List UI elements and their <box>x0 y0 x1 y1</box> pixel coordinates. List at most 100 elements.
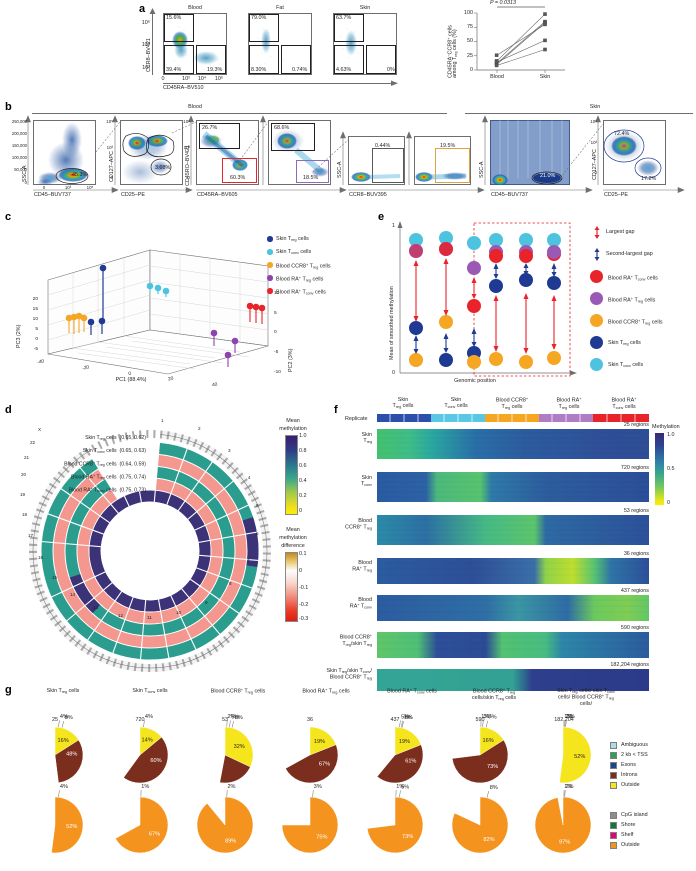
pie-cpg-3-slice-3[interactable] <box>281 796 339 854</box>
panel-c-ztick-1: -5 <box>274 350 279 355</box>
pie-cpg-6-label-0: 1% <box>564 784 572 790</box>
panel-e-ylabel: Mean of smoothed methylation <box>389 286 395 360</box>
pie-genomic-0-label-4: 16% <box>57 738 68 744</box>
panel-d-row-label-2: Blood CCR8+ Treg cells (0.64, 0.59) <box>64 461 146 468</box>
gate-a-blood-ll[interactable] <box>164 45 194 74</box>
pie-genomic-2-label-1: 2% <box>227 714 235 720</box>
pie-genomic-5-label-0: 7% <box>489 715 497 721</box>
panel-a-line-ytick-0: 100 <box>464 10 473 16</box>
pie-genomic-4-label-1: 5% <box>401 714 409 720</box>
legend-c-label-3: Blood RA+ Treg cells <box>276 275 324 283</box>
panel-g-coltitle-4: Blood RA+ Tconv cells <box>387 687 437 695</box>
legend-g-top-swatch-4 <box>610 782 617 789</box>
panel-c-ztick-0: -10 <box>274 370 281 375</box>
panel-c-ylabel: PC3 (2%) <box>16 325 22 348</box>
panel-b-p8-ytick-0: 10⁵ <box>590 119 597 124</box>
pie-cpg-5-label-2: 8% <box>490 785 498 791</box>
chrom-label-10: 10 <box>176 610 182 615</box>
pie-genomic-0-slice-4[interactable] <box>54 726 79 756</box>
chrom-label-12: 12 <box>118 613 124 618</box>
pie-cpg-2-slice-3[interactable] <box>196 796 254 854</box>
panel-b-xlabel-2: CD25–PE <box>121 192 145 198</box>
legend-g-top-swatch-0 <box>610 742 617 749</box>
panel-f-heatmaps <box>377 429 649 691</box>
flow-plot-b-3 <box>196 120 259 185</box>
panel-a-title-fat: Fat <box>276 5 284 11</box>
panel-g-coltitle-6: Skin Treg cells/ skin Tconv cells/ Blood … <box>557 688 615 708</box>
pie-cpg-4-label-0: 1% <box>396 784 404 790</box>
gate-label-a-fat-lr: 0.74% <box>292 67 308 73</box>
panel-f-regions-2: 53 regions <box>623 508 649 514</box>
panel-b-ylabel-8-text: CD127–APC <box>592 149 598 180</box>
pie-cpg-3-label-3: 75% <box>316 835 327 841</box>
gate-a-fat-ll[interactable] <box>249 45 279 74</box>
cb2-tick-0: 0.1 <box>299 551 307 557</box>
gate-b4-bottom[interactable] <box>296 160 329 183</box>
chrom-label-17: 17 <box>28 533 34 538</box>
pie-cpg-0-slice-3[interactable] <box>51 796 84 854</box>
pie-genomic-3-slice-4[interactable] <box>309 726 337 756</box>
gate-b3-bottom[interactable] <box>222 158 257 183</box>
pie-cpg-5-slice-3[interactable] <box>451 796 509 854</box>
chrom-label-7: 7 <box>247 558 250 563</box>
panel-g-count-1: 720 <box>135 717 145 723</box>
pie-genomic-5-slice-4[interactable] <box>479 726 504 756</box>
pie-genomic-6-slice-4[interactable] <box>559 726 592 784</box>
legend-g-top-label-2: Exons <box>621 762 636 768</box>
panel-f-regions-4: 437 regions <box>620 588 649 594</box>
pie-cpg-1-slice-3[interactable] <box>115 796 169 854</box>
gate-b3-top[interactable] <box>199 123 240 149</box>
panel-f-rowlabel-5: Blood CCR8+ Treg/skin Treg <box>339 633 372 647</box>
cb1-tick-1: 0.8 <box>299 448 307 454</box>
pie-genomic-3-label-4: 19% <box>314 739 325 745</box>
pie-genomic-4-label-4: 19% <box>399 739 410 745</box>
legend-g-bot-swatch-1 <box>610 822 617 829</box>
pie-cpg-4-slice-3[interactable] <box>366 796 424 854</box>
panel-c-zlabel-text: PC2 (3%) <box>288 348 294 372</box>
gate-a-fat-ul[interactable] <box>249 14 279 42</box>
pie-cpg-6-slice-3[interactable] <box>534 796 592 854</box>
gate-b4-top[interactable] <box>271 123 315 151</box>
gate-a-fat-lr[interactable] <box>281 45 311 74</box>
gate-b5[interactable] <box>372 148 404 183</box>
gate-a-skin-ll[interactable] <box>334 45 364 74</box>
panel-g-count-4: 437 <box>390 717 400 723</box>
panel-f-replicate-bar <box>377 414 649 422</box>
panel-f-rowlabel-3: Blood RA+ Treg <box>352 560 372 573</box>
panel-c-ytick-4: 15 <box>32 307 38 312</box>
legend-g-top-label-1: 2 kb < TSS <box>621 752 648 758</box>
pie-cpg-0: 4%44%52% <box>51 784 84 854</box>
gate-a-blood-ul[interactable] <box>164 14 194 42</box>
pie-genomic-4-slice-4[interactable] <box>394 726 422 756</box>
pie-genomic-2-slice-4[interactable] <box>224 726 254 768</box>
legend-c-dot-2 <box>267 262 273 268</box>
gate-a-skin-lr[interactable] <box>366 45 396 74</box>
panel-f-rowlabel-6: Skin Treg/skin Tconv/Blood CCR8+ Treg <box>326 668 373 681</box>
pie-genomic-1-slice-4[interactable] <box>139 726 162 756</box>
panel-b-ylabel-5: SSC-A <box>337 162 343 178</box>
panel-a-yaxis-arrowhead <box>149 8 156 14</box>
panel-c-ztick-2: 0 <box>274 330 277 335</box>
legend-g-bot-swatch-0 <box>610 812 617 819</box>
legend-g-top-swatch-2 <box>610 762 617 769</box>
panel-e-ytick-0: 0 <box>392 370 395 376</box>
gate-a-blood-lr[interactable] <box>196 45 226 74</box>
gate-a-skin-ul[interactable] <box>334 14 364 42</box>
legend-c-dot-0 <box>267 236 273 242</box>
flow-plot-a-fat <box>248 13 312 75</box>
panel-b-p1-ytick-5: 0 <box>24 180 27 185</box>
panel-g-coltitle-0: Skin Treg cells <box>46 688 80 694</box>
gate-label-b3a: 26.7% <box>202 125 218 131</box>
legend-e-label-0: Largest gap <box>606 229 635 235</box>
panel-e-ytick-1: 1 <box>392 223 395 229</box>
chrom-label-14: 14 <box>70 592 76 597</box>
chrom-label-8: 8 <box>229 581 232 586</box>
gate-b6[interactable] <box>435 148 470 183</box>
panel-a-ytick-2: 10² <box>142 65 150 71</box>
pie-genomic-6-leader-0 <box>565 720 567 729</box>
panel-f-rowlabel-4: Blood RA+ Tconv <box>349 597 372 610</box>
panel-g-count-6: 182,204 <box>554 717 574 723</box>
panel-g-coltitle-5: Blood CCR8+ Treg cells/skin Treg cells <box>471 687 517 701</box>
pie-cpg-4-leader-2 <box>399 790 401 799</box>
chrom-label-4: 4 <box>248 475 251 480</box>
